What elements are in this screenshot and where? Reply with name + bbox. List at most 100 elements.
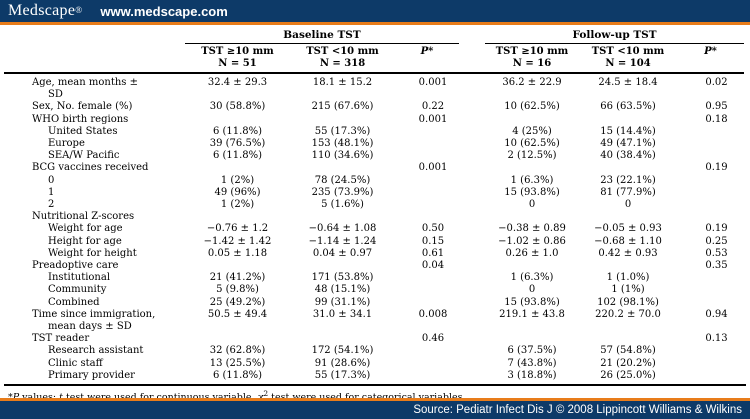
value-cell: 1 (1.0%) <box>606 272 650 284</box>
gap-cell <box>459 370 485 382</box>
footnote-text: values: <box>19 392 59 403</box>
gap-cell <box>459 211 485 223</box>
p-value-cell <box>395 126 459 138</box>
value-cell <box>290 260 395 272</box>
gap-cell <box>459 114 485 126</box>
table-row: United States 6 (11.8%) 55 (17.3%) 4 (25… <box>4 126 744 138</box>
group-header-gap <box>459 25 485 44</box>
row-label: Age, mean months ± SD <box>32 77 138 101</box>
p-value-cell <box>677 187 744 199</box>
value-cell: 1 (1%) <box>611 284 645 296</box>
p-value-cell: 0.02 <box>705 77 728 88</box>
value-cell: −1.14 ± 1.24 <box>308 235 377 247</box>
table-row: Community 5 (9.8%) 48 (15.1%) 0 1 (1%) <box>4 284 744 296</box>
value-cell: 15 (93.8%) <box>504 186 560 198</box>
column-header-row: TST ≥10 mm N = 51 TST <10 mm N = 318 P* … <box>4 43 745 74</box>
p-value-cell <box>395 370 459 382</box>
value-cell: 110 (34.6%) <box>311 150 374 162</box>
value-cell <box>579 260 677 272</box>
footer-bar: Source: Pediatr Infect Dis J © 2008 Lipp… <box>0 398 750 419</box>
value-cell: 21 (41.2%) <box>209 272 266 284</box>
row-label: SEA/W Pacific <box>48 150 120 162</box>
table-row: Age, mean months ± SD 32.4 ± 29.3 18.1 ±… <box>4 73 744 101</box>
medscape-logo-text: Medscape <box>8 2 76 19</box>
value-cell: 0.04 ± 0.97 <box>312 247 373 259</box>
value-cell: 26 (25.0%) <box>600 369 656 381</box>
value-cell: 32 (62.8%) <box>209 345 266 357</box>
value-cell: −0.76 ± 1.2 <box>206 223 269 235</box>
value-cell: 57 (54.8%) <box>600 345 656 357</box>
p-value-cell: 0.61 <box>421 247 445 259</box>
value-cell: −0.38 ± 0.89 <box>498 223 566 235</box>
table-row: BCG vaccines received 0.001 0.19 <box>4 162 744 174</box>
value-cell: 102 (98.1%) <box>597 296 659 308</box>
p-value-cell: 0.94 <box>705 308 728 320</box>
p-italic: P <box>704 46 712 57</box>
row-label: Preadoptive care <box>32 260 119 272</box>
column-header-line: TST ≥10 mm <box>201 46 274 57</box>
column-header-followup-ge10: TST ≥10 mm N = 16 <box>485 43 579 74</box>
column-header-n: N = 318 <box>319 57 366 69</box>
gap-cell <box>459 175 485 187</box>
value-cell <box>290 162 395 174</box>
table-row: 0 1 (2%) 78 (24.5%) 1 (6.3%) 23 (22.1%) <box>4 175 744 187</box>
p-value-cell <box>395 138 459 150</box>
p-value-cell: 0.18 <box>705 113 728 125</box>
p-value-cell: 0.25 <box>705 235 728 247</box>
row-label: Combined <box>48 296 100 308</box>
row-label: Primary provider <box>48 369 135 381</box>
value-cell: 0 <box>528 284 536 296</box>
value-cell: 1 (6.3%) <box>510 272 554 284</box>
column-header-line: TST <10 mm <box>306 46 379 57</box>
value-cell: 21 (20.2%) <box>600 357 656 369</box>
row-label: BCG vaccines received <box>32 162 149 174</box>
gap-cell <box>459 138 485 150</box>
p-value-cell <box>395 284 459 296</box>
column-header-line: TST <10 mm <box>591 46 665 57</box>
value-cell <box>485 260 579 272</box>
gap-cell <box>459 345 485 357</box>
footnote-chi: χ <box>258 392 264 403</box>
value-cell: 10 (62.5%) <box>504 101 560 113</box>
column-header-baseline-lt10: TST <10 mm N = 318 <box>290 43 395 74</box>
table-row: Combined 25 (49.2%) 99 (31.1%) 15 (93.8%… <box>4 297 744 309</box>
gap-cell <box>459 150 485 162</box>
group-header-row: Baseline TST Follow-up TST <box>4 25 745 44</box>
table-row: Nutritional Z-scores <box>4 211 744 223</box>
table-row: Weight for height 0.05 ± 1.18 0.04 ± 0.9… <box>4 248 744 260</box>
p-italic: P <box>420 46 429 57</box>
value-cell: −1.42 ± 1.42 <box>203 235 272 247</box>
p-value-cell <box>677 138 744 150</box>
group-header-spacer <box>4 25 185 44</box>
row-label: Clinic staff <box>48 357 103 369</box>
value-cell: 1 (2%) <box>220 174 255 186</box>
value-cell: 50.5 ± 49.4 <box>207 308 268 320</box>
gap-cell <box>459 309 485 333</box>
row-label: Time since immigration, mean days ± SD <box>32 308 156 333</box>
value-cell: 2 (12.5%) <box>507 150 557 162</box>
value-cell: 31.0 ± 34.1 <box>312 308 373 320</box>
value-cell <box>485 333 579 345</box>
gap-cell <box>459 358 485 370</box>
table-row: 1 49 (96%) 235 (73.9%) 15 (93.8%) 81 (77… <box>4 187 744 199</box>
value-cell: −0.68 ± 1.10 <box>594 235 662 247</box>
gap-cell <box>459 126 485 138</box>
value-cell <box>579 114 677 126</box>
value-cell: 7 (43.8%) <box>507 357 557 369</box>
value-cell: 0.05 ± 1.18 <box>207 247 268 259</box>
value-cell: 78 (24.5%) <box>314 174 371 186</box>
p-value-cell: 0.001 <box>418 113 448 125</box>
value-cell <box>290 333 395 345</box>
table-row: TST reader 0.46 0.13 <box>4 333 744 345</box>
p-value-cell <box>677 370 744 382</box>
p-value-cell <box>395 187 459 199</box>
row-label: 2 <box>48 199 55 211</box>
footnote-p: P <box>13 392 19 403</box>
p-value-cell <box>677 175 744 187</box>
value-cell: 39 (76.5%) <box>209 138 266 150</box>
value-cell: 215 (67.6%) <box>311 101 374 113</box>
footnote-text: test were used for categorical variables… <box>268 392 465 403</box>
column-header-baseline-p: P* <box>395 43 459 74</box>
p-value-cell: 0.53 <box>705 247 728 259</box>
value-cell: 6 (37.5%) <box>507 345 557 357</box>
